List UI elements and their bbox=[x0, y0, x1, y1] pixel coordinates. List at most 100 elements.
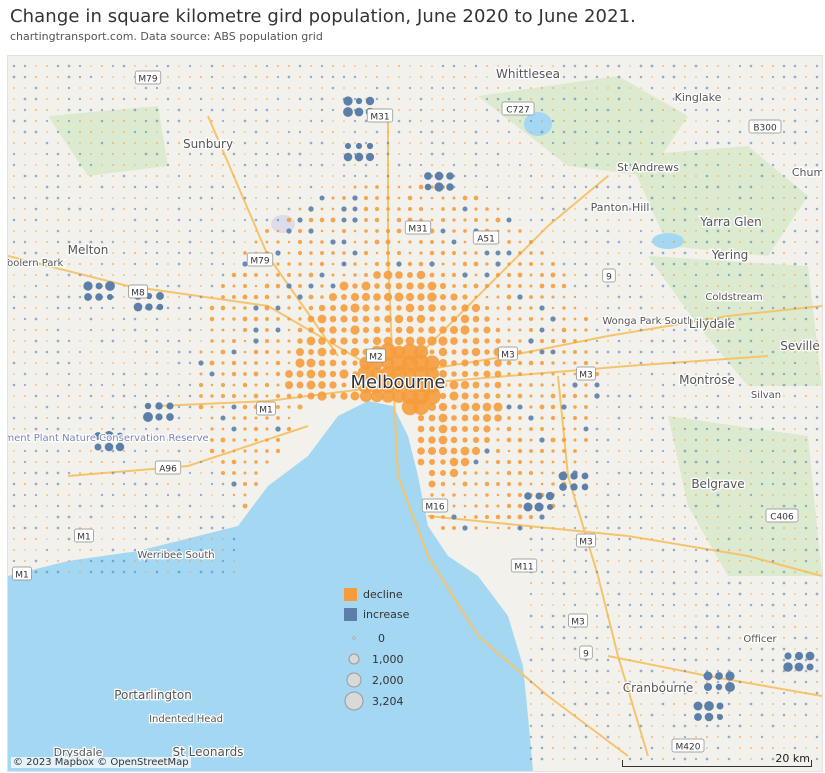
grid-cell-dot bbox=[145, 65, 147, 67]
growth-cluster-dot bbox=[94, 443, 102, 451]
grid-cell-dot bbox=[200, 175, 202, 177]
grid-cell-dot bbox=[529, 372, 533, 376]
grid-cell-dot bbox=[782, 724, 786, 728]
grid-cell-dot bbox=[34, 570, 38, 574]
grid-cell-dot bbox=[12, 482, 16, 486]
grid-cell-dot bbox=[561, 327, 567, 333]
grid-cell-dot bbox=[298, 163, 302, 167]
grid-cell-dot bbox=[651, 296, 653, 298]
grid-cell-dot bbox=[221, 108, 225, 112]
grid-cell-dot bbox=[518, 141, 522, 145]
grid-cell-dot bbox=[253, 327, 259, 333]
grid-cell-dot bbox=[749, 295, 753, 299]
grid-cell-dot bbox=[431, 109, 433, 111]
road-shield-box bbox=[602, 268, 616, 283]
grid-cell-dot bbox=[134, 538, 136, 540]
grid-cell-dot bbox=[506, 514, 512, 520]
grid-cell-dot bbox=[551, 471, 555, 475]
grid-cell-dot bbox=[771, 383, 775, 387]
grid-cell-dot bbox=[793, 614, 797, 618]
grid-cell-dot bbox=[210, 339, 214, 343]
grid-cell-dot bbox=[606, 438, 610, 442]
grid-cell-dot bbox=[12, 350, 16, 354]
grid-cell-dot bbox=[750, 285, 752, 287]
grid-cell-dot bbox=[771, 647, 775, 651]
grid-cell-dot bbox=[233, 560, 235, 562]
grid-cell-dot bbox=[111, 559, 115, 563]
grid-cell-dot bbox=[793, 504, 797, 508]
place-label: Chum bbox=[792, 166, 822, 179]
grid-cell-dot bbox=[90, 175, 92, 177]
grid-cell-dot bbox=[242, 481, 248, 487]
grid-cell-dot bbox=[661, 592, 665, 596]
grid-cell-dot bbox=[45, 295, 49, 299]
grid-cell-dot bbox=[23, 328, 27, 332]
grid-cell-dot bbox=[375, 196, 379, 200]
grid-cell-dot bbox=[331, 262, 335, 266]
grid-cell-dot bbox=[794, 692, 796, 694]
grid-cell-dot bbox=[640, 120, 642, 122]
grid-cell-dot bbox=[221, 559, 225, 563]
grid-cell-dot bbox=[79, 516, 81, 518]
grid-cell-dot bbox=[111, 207, 115, 211]
grid-cell-dot bbox=[178, 186, 180, 188]
grid-cell-dot bbox=[89, 570, 93, 574]
grid-cell-dot bbox=[331, 251, 335, 255]
grid-cell-dot bbox=[672, 603, 676, 607]
grid-cell-dot bbox=[739, 230, 741, 232]
grid-cell-dot bbox=[111, 163, 115, 167]
grid-cell-dot bbox=[484, 338, 490, 344]
grid-cell-dot bbox=[233, 164, 235, 166]
grid-cell-dot bbox=[67, 438, 71, 442]
grid-cell-dot bbox=[408, 119, 412, 123]
grid-cell-dot bbox=[453, 98, 455, 100]
population-change-map[interactable]: M79 M31 C727 B300 M31 A51 M79 M8 M2 M3 M3 M1 A96 M1 M1… bbox=[7, 55, 823, 772]
grid-cell-dot bbox=[264, 228, 270, 234]
grid-cell-dot bbox=[167, 175, 169, 177]
grid-cell-dot bbox=[749, 229, 753, 233]
grid-cell-dot bbox=[297, 404, 303, 410]
grid-cell-dot bbox=[199, 317, 203, 321]
grid-cell-dot bbox=[67, 394, 71, 398]
grid-cell-dot bbox=[595, 306, 599, 310]
grid-cell-dot bbox=[178, 153, 180, 155]
grid-cell-dot bbox=[738, 614, 742, 618]
grid-cell-dot bbox=[760, 570, 764, 574]
grid-cell-dot bbox=[46, 516, 48, 518]
grid-cell-dot bbox=[562, 427, 566, 431]
grid-cell-dot bbox=[760, 427, 764, 431]
grid-cell-dot bbox=[573, 328, 577, 332]
grid-cell-dot bbox=[90, 186, 92, 188]
grid-cell-dot bbox=[705, 471, 709, 475]
grid-cell-dot bbox=[782, 702, 786, 706]
grid-cell-dot bbox=[341, 217, 347, 223]
grid-cell-dot bbox=[650, 471, 654, 475]
grid-cell-dot bbox=[540, 372, 544, 376]
grid-cell-dot bbox=[440, 250, 446, 256]
grid-cell-dot bbox=[155, 372, 159, 376]
grid-cell-dot bbox=[441, 108, 445, 112]
grid-cell-dot bbox=[617, 537, 621, 541]
grid-cell-dot bbox=[760, 306, 764, 310]
grid-cell-dot bbox=[573, 273, 577, 277]
grid-cell-dot bbox=[298, 196, 302, 200]
grid-cell-dot bbox=[155, 240, 159, 244]
grid-cell-dot bbox=[342, 273, 346, 277]
grid-cell-dot bbox=[111, 405, 115, 409]
grid-cell-dot bbox=[89, 218, 93, 222]
grid-cell-dot bbox=[287, 75, 291, 79]
grid-cell-dot bbox=[298, 262, 302, 266]
growth-cluster-dot bbox=[83, 281, 93, 291]
grid-cell-dot bbox=[540, 383, 544, 387]
grid-cell-dot bbox=[793, 174, 797, 178]
grid-cell-dot bbox=[540, 482, 544, 486]
grid-cell-dot bbox=[276, 185, 280, 189]
grid-cell-dot bbox=[606, 460, 610, 464]
grid-cell-dot bbox=[387, 76, 389, 78]
map-attribution[interactable]: © 2023 Mapbox © OpenStreetMap bbox=[11, 757, 191, 768]
grid-cell-dot bbox=[606, 735, 610, 739]
grid-cell-dot bbox=[661, 625, 665, 629]
grid-cell-dot bbox=[804, 328, 808, 332]
grid-cell-dot bbox=[474, 218, 478, 222]
